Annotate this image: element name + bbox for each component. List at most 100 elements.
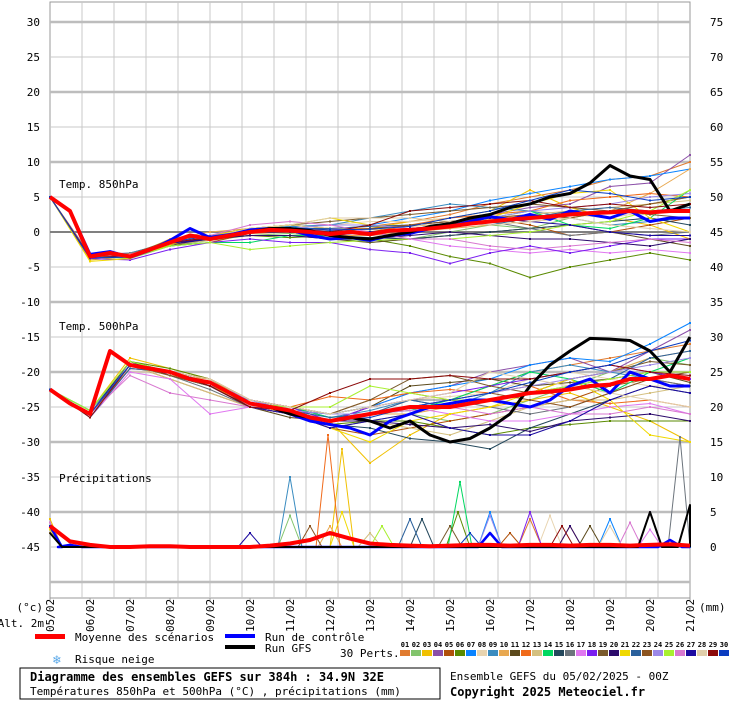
t850-member-21-line-point (649, 217, 651, 219)
t500-member-27-line-point (649, 385, 651, 387)
precip-member-6-line-point (457, 511, 459, 513)
t500-member-22-line-point (649, 357, 651, 359)
t850-member-12-line-point (569, 199, 571, 202)
legend-gfs-swatch (225, 645, 255, 649)
t850-member-18-line-point (169, 248, 171, 251)
t850-member-29-line-point (569, 206, 571, 209)
t850-member-6-line-point (569, 266, 571, 268)
right-tick-label: 75 (710, 16, 723, 29)
t850-member-28-line-point (289, 224, 291, 226)
grid (49, 1, 691, 599)
t500-member-21-line-point (649, 434, 651, 436)
t500-member-19-line-point (689, 364, 691, 366)
member-number-label: 21 (621, 641, 629, 649)
x-tick-label: 13/02 (364, 599, 377, 632)
t500-member-22-line-point (129, 367, 131, 370)
t850-member-18-line-point (289, 241, 291, 244)
t500-member-6-line-point (169, 367, 171, 370)
t500-member-6-line-point (569, 423, 571, 426)
t500-member-29-line-point (409, 378, 411, 380)
precip-member-12-line-point (327, 434, 329, 436)
t500-member-17-line-point (489, 420, 491, 422)
t850-member-25-line-point (169, 245, 171, 247)
t500-member-29-line-point (249, 406, 251, 408)
t850-member-30-line-point (609, 192, 611, 195)
member-number-label: 15 (555, 641, 563, 649)
member-number-label: 10 (500, 641, 508, 649)
member-number-label: 19 (599, 641, 607, 649)
t500-member-8-line-point (449, 395, 451, 398)
member-color-swatch (631, 650, 641, 656)
t850-member-15-line-point (449, 234, 451, 237)
right-tick-label: 5 (710, 506, 717, 519)
panel-label-precip: Précipitations (59, 472, 152, 485)
t850-member-29-line-point (609, 203, 611, 205)
right-tick-label: 40 (710, 261, 723, 274)
t850-member-19-line-point (329, 220, 331, 223)
left-tick-label: -40 (20, 506, 40, 519)
t500-member-11-line-point (449, 381, 451, 384)
footer-title: Diagramme des ensembles GEFS sur 384h : … (30, 670, 384, 684)
precip-member-21-line-point (49, 528, 51, 531)
x-tick-label: 21/02 (684, 599, 697, 632)
t850-member-17-line-point (689, 252, 691, 254)
t850-member-27-line-point (689, 234, 691, 237)
t500-member-24-line-point (689, 357, 691, 359)
member-color-swatch (433, 650, 443, 656)
t500-member-30-line-point (569, 371, 571, 373)
t500-member-29-line-point (369, 378, 371, 380)
t850-member-5-line-point (649, 224, 651, 226)
precip-member-17-line-point (649, 528, 651, 531)
footer-copyright: Copyright 2025 Meteociel.fr (450, 685, 645, 699)
member-legend: 01 02 03 04 05 06 07 08 09 10 11 12 13 14 15 16 17 18 19 20… (400, 641, 729, 656)
t850-member-30-line-point (329, 228, 331, 231)
t500-member-26-line-point (129, 374, 131, 377)
t500-member-29-line-point (329, 392, 331, 394)
right-tick-label: 70 (710, 51, 723, 64)
t500-member-11-line-point (289, 416, 291, 419)
x-tick-label: 20/02 (644, 599, 657, 632)
t500-member-21-line-point (689, 441, 691, 443)
t850-member-28-line-point (369, 217, 371, 219)
t500-member-28-line-point (289, 406, 291, 408)
left-tick-label: 30 (27, 16, 40, 29)
t850-member-29-line-point (369, 224, 371, 226)
t500-member-1-line-point (609, 357, 611, 359)
x-tick-label: 19/02 (604, 599, 617, 632)
right-tick-label: 55 (710, 156, 723, 169)
x-tick-label: 08/02 (164, 599, 177, 632)
t500-member-27-line-point (689, 392, 691, 394)
t850-member-4-line-point (609, 185, 611, 188)
t850-member-7-line-point (529, 192, 531, 195)
right-tick-label: 0 (710, 541, 717, 554)
t500-member-14-line-point (529, 371, 531, 373)
t500-member-21-line-point (449, 413, 451, 415)
precip-member-26-line-point (49, 521, 51, 524)
footer-subtitle: Températures 850hPa et 500hPa (°C) , pré… (30, 685, 401, 698)
t500-member-29-line-point (689, 374, 691, 377)
precip-member-23-line-point (309, 525, 311, 527)
x-tick-label: 11/02 (284, 599, 297, 632)
t500-member-17-line-point (129, 371, 131, 373)
t850-member-6-line-point (409, 245, 411, 247)
t500-member-28-line-point (209, 378, 211, 380)
member-number-label: 05 (445, 641, 453, 649)
t500-member-1-line-point (689, 343, 691, 345)
t500-member-27-line-point (609, 399, 611, 401)
t850-member-11-line-point (369, 241, 371, 244)
t850-member-25-line-point (489, 234, 491, 237)
t850-member-18-line-point (249, 238, 251, 240)
precip-member-26-line-point (629, 521, 631, 524)
member-color-swatch (455, 650, 465, 656)
t850-member-26-line-point (609, 241, 611, 244)
x-tick-label: 10/02 (244, 599, 257, 632)
member-number-label: 02 (412, 641, 420, 649)
member-color-swatch (664, 650, 674, 656)
t500-member-16-line-point (529, 413, 531, 415)
t500-member-7-line-point (449, 385, 451, 387)
t850-member-22-line-point (689, 206, 691, 209)
t850-member-23-line-point (409, 224, 411, 226)
member-number-label: 07 (467, 641, 475, 649)
member-color-swatch (521, 650, 531, 656)
